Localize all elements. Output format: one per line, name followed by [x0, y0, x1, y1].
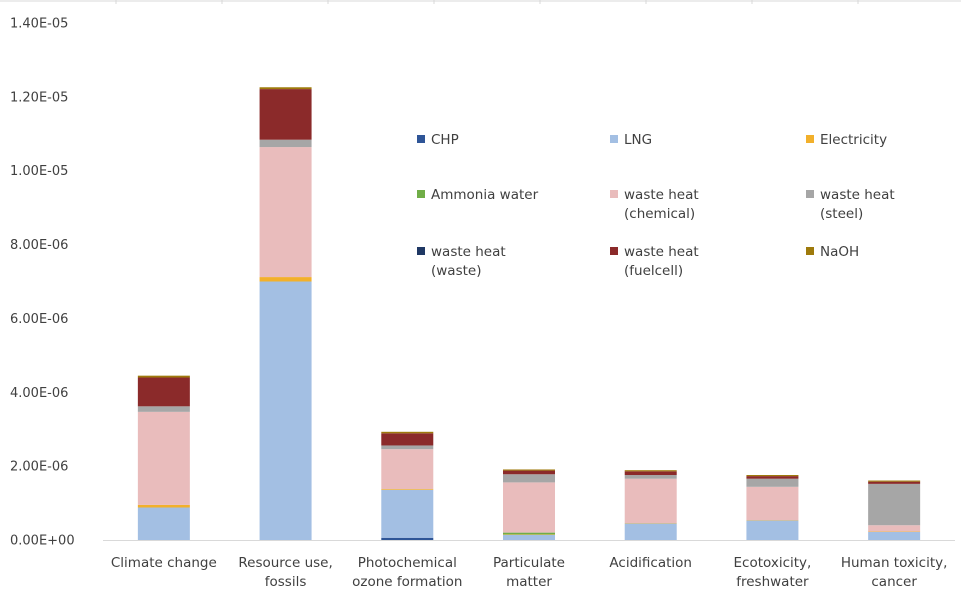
legend-label: Ammonia water: [431, 187, 539, 203]
legend-label: waste heat (chemical): [624, 187, 699, 222]
legend-item: LNG: [610, 132, 652, 148]
bar-segment: [503, 534, 555, 540]
legend-label: waste heat (steel): [820, 187, 895, 222]
legend-label: Electricity: [820, 132, 887, 148]
bar-segment: [137, 507, 190, 540]
legend-swatch: [417, 190, 425, 198]
bar-segment: [137, 411, 190, 505]
bar-segment: [868, 481, 921, 484]
legend-label: NaOH: [820, 244, 859, 260]
y-tick-label: 1.20E-05: [10, 90, 68, 105]
legend-swatch: [610, 247, 618, 255]
y-tick-label: 8.00E-06: [10, 238, 68, 253]
bar-segment: [868, 483, 921, 526]
bar-segment: [381, 445, 434, 450]
legend-item: waste heat (chemical): [610, 187, 699, 222]
bar-segment: [259, 87, 312, 90]
bar-segment: [137, 406, 190, 412]
y-tick-label: 1.40E-05: [10, 17, 68, 32]
bar-segment: [624, 475, 677, 479]
bar-segment: [381, 489, 434, 490]
bar-segment: [259, 139, 312, 148]
bar-segment: [137, 504, 190, 508]
bar-segment: [137, 375, 190, 378]
bar-segment: [868, 525, 921, 532]
legend-item: CHP: [417, 132, 459, 148]
bar-segment: [259, 281, 312, 540]
bar-segment: [259, 277, 312, 282]
legend-label: waste heat (fuelcell): [624, 244, 699, 279]
bar-segment: [503, 474, 555, 483]
legend-item: Electricity: [806, 132, 887, 148]
bar-segment: [624, 478, 677, 524]
x-category-label: Acidification: [609, 555, 692, 571]
bar-segment: [503, 532, 555, 535]
bar-segment: [746, 476, 799, 479]
legend-swatch: [417, 247, 425, 255]
bar-segment: [624, 523, 677, 540]
bar-segment: [746, 475, 799, 477]
legend-swatch: [806, 247, 814, 255]
bar-segment: [868, 531, 921, 540]
legend-label: CHP: [431, 132, 459, 148]
bar-segment: [868, 480, 921, 482]
y-tick-label: 4.00E-06: [10, 386, 68, 401]
bar-segment: [746, 486, 799, 521]
x-category-label: Particulate matter: [493, 555, 565, 590]
y-tick-label: 1.00E-05: [10, 164, 68, 179]
bar-segment: [503, 469, 555, 471]
bar-segment: [746, 478, 799, 487]
legend: CHP LNG Electricity Ammonia water waste heat…: [417, 132, 895, 279]
x-axis: Climate change Resource use, fossils Photoc…: [103, 540, 955, 590]
legend-swatch: [610, 190, 618, 198]
bars: [137, 87, 921, 540]
bar-segment: [503, 470, 555, 475]
legend-label: waste heat (waste): [431, 244, 506, 279]
x-category-label: Climate change: [111, 555, 217, 571]
bar-segment: [624, 470, 677, 472]
legend-item: waste heat (fuelcell): [610, 244, 699, 279]
legend-item: NaOH: [806, 244, 859, 260]
bar-segment: [137, 377, 190, 407]
bar-segment: [259, 89, 312, 140]
legend-swatch: [610, 135, 618, 143]
y-axis: 0.00E+00 2.00E-06 4.00E-06 6.00E-06 8.00E-06…: [10, 17, 75, 549]
legend-item: Ammonia water: [417, 187, 539, 203]
y-tick-label: 2.00E-06: [10, 460, 68, 475]
legend-item: waste heat (waste): [417, 244, 506, 279]
bar-segment: [381, 449, 434, 490]
bar-segment: [381, 431, 434, 434]
bar-segment: [503, 482, 555, 533]
legend-swatch: [806, 190, 814, 198]
y-tick-label: 6.00E-06: [10, 312, 68, 327]
legend-label: LNG: [624, 132, 652, 148]
legend-item: waste heat (steel): [806, 187, 895, 222]
bar-segment: [381, 537, 434, 540]
bar-segment: [381, 433, 434, 446]
x-category-label: Resource use, fossils: [238, 555, 332, 590]
x-category-label: Human toxicity, cancer: [841, 555, 948, 590]
bar-segment: [746, 520, 799, 540]
bar-segment: [381, 489, 434, 538]
bar-segment: [624, 471, 677, 476]
y-tick-label: 0.00E+00: [10, 534, 75, 549]
legend-swatch: [417, 135, 425, 143]
x-category-label: Ecotoxicity, freshwater: [734, 555, 812, 590]
legend-swatch: [806, 135, 814, 143]
bar-segment: [259, 147, 312, 278]
chart-top-border: [0, 0, 961, 4]
x-category-label: Photochemical ozone formation: [352, 555, 462, 590]
